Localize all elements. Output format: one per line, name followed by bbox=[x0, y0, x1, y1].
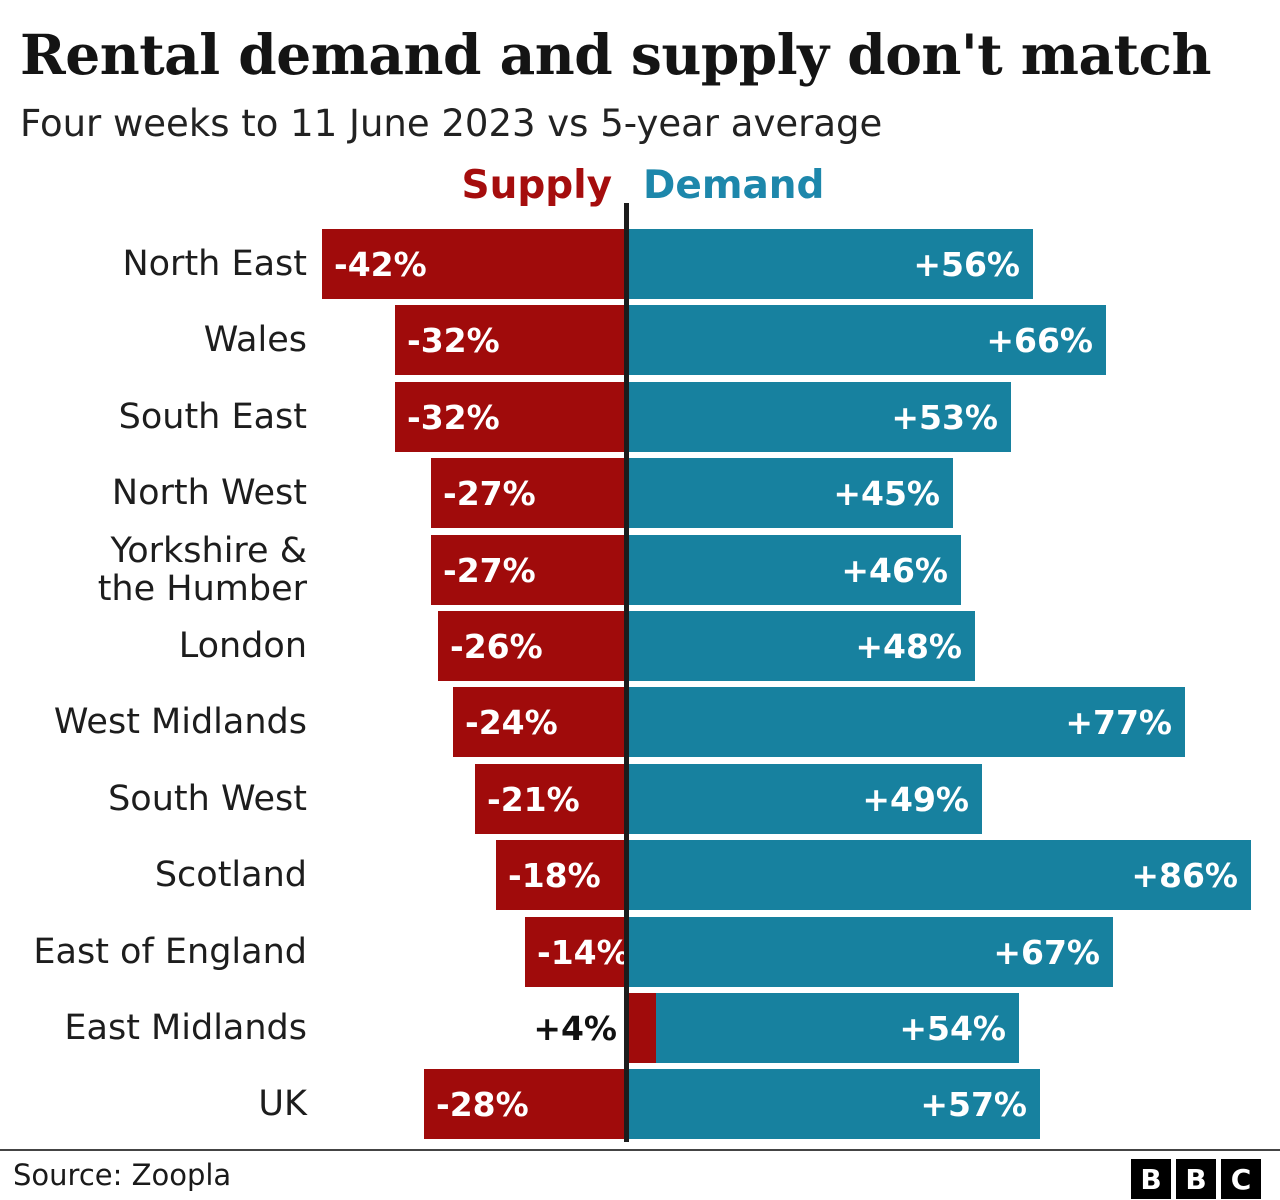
demand-bar: +77% bbox=[627, 687, 1185, 757]
bar-row: South East +53% -32% bbox=[0, 382, 1280, 452]
region-label: South East bbox=[118, 397, 307, 437]
bar-row: UK +57% -28% bbox=[0, 1069, 1280, 1139]
region-label: Wales bbox=[203, 320, 307, 360]
region-label: North East bbox=[122, 244, 307, 284]
demand-value-label: +67% bbox=[993, 932, 1100, 972]
demand-value-label: +45% bbox=[833, 473, 940, 513]
demand-value-label: +49% bbox=[862, 779, 969, 819]
source-label: Source: Zoopla bbox=[13, 1158, 232, 1192]
demand-value-label: +53% bbox=[891, 397, 998, 437]
supply-value-label: -18% bbox=[508, 855, 601, 895]
supply-value-label: -42% bbox=[334, 244, 427, 284]
bar-row: East of England +67% -14% bbox=[0, 917, 1280, 987]
demand-value-label: +54% bbox=[899, 1008, 1006, 1048]
supply-bar: -26% bbox=[438, 611, 627, 681]
region-label: East Midlands bbox=[64, 1008, 307, 1048]
demand-bar: +53% bbox=[627, 382, 1011, 452]
supply-bar: -27% bbox=[431, 535, 627, 605]
bar-row: East Midlands +54% +4% bbox=[0, 993, 1280, 1063]
demand-bar: +56% bbox=[627, 229, 1033, 299]
bar-row: London +48% -26% bbox=[0, 611, 1280, 681]
bbc-logo-block-1: B bbox=[1131, 1159, 1171, 1199]
demand-value-label: +56% bbox=[913, 244, 1020, 284]
supply-bar: -27% bbox=[431, 458, 627, 528]
demand-value-label: +57% bbox=[920, 1084, 1027, 1124]
bar-row: West Midlands +77% -24% bbox=[0, 687, 1280, 757]
chart-subtitle: Four weeks to 11 June 2023 vs 5-year ave… bbox=[20, 102, 883, 145]
supply-value-label: -32% bbox=[407, 320, 500, 360]
region-label: Yorkshire & the Humber bbox=[97, 531, 307, 609]
demand-value-label: +86% bbox=[1131, 855, 1238, 895]
legend-demand-label: Demand bbox=[643, 163, 825, 208]
region-label: London bbox=[178, 626, 307, 666]
supply-bar: -42% bbox=[322, 229, 627, 299]
supply-value-label: -28% bbox=[436, 1084, 529, 1124]
supply-bar: -28% bbox=[424, 1069, 627, 1139]
supply-bar bbox=[627, 993, 656, 1063]
supply-value-label: -26% bbox=[450, 626, 543, 666]
supply-value-label: +4% bbox=[533, 1008, 617, 1048]
supply-bar: -24% bbox=[453, 687, 627, 757]
region-label: South West bbox=[108, 779, 307, 819]
supply-value-label: -32% bbox=[407, 397, 500, 437]
footer-divider bbox=[0, 1149, 1280, 1151]
demand-bar: +86% bbox=[627, 840, 1251, 910]
region-label: East of England bbox=[33, 932, 307, 972]
chart-title: Rental demand and supply don't match bbox=[20, 22, 1211, 87]
demand-value-label: +77% bbox=[1065, 702, 1172, 742]
bar-row: Scotland +86% -18% bbox=[0, 840, 1280, 910]
demand-value-label: +48% bbox=[855, 626, 962, 666]
region-label: UK bbox=[258, 1084, 307, 1124]
demand-bar: +45% bbox=[627, 458, 953, 528]
supply-value-label: -24% bbox=[465, 702, 558, 742]
supply-bar: -14% bbox=[525, 917, 630, 987]
demand-bar: +54% bbox=[627, 993, 1019, 1063]
legend-supply-label: Supply bbox=[461, 163, 612, 208]
bar-row: North East +56% -42% bbox=[0, 229, 1280, 299]
bbc-logo-block-2: B bbox=[1176, 1159, 1216, 1199]
supply-value-label: -27% bbox=[443, 550, 536, 590]
demand-bar: +49% bbox=[627, 764, 982, 834]
bbc-logo-letter-1: B bbox=[1140, 1162, 1162, 1196]
bar-row: South West +49% -21% bbox=[0, 764, 1280, 834]
demand-bar: +48% bbox=[627, 611, 975, 681]
bbc-logo: B B C bbox=[1131, 1159, 1261, 1199]
supply-bar: -32% bbox=[395, 382, 627, 452]
supply-bar: -18% bbox=[496, 840, 627, 910]
region-label: West Midlands bbox=[53, 702, 307, 742]
bbc-logo-block-3: C bbox=[1221, 1159, 1261, 1199]
bbc-logo-letter-3: C bbox=[1230, 1162, 1252, 1196]
bar-row: Wales +66% -32% bbox=[0, 305, 1280, 375]
supply-value-label: -21% bbox=[487, 779, 580, 819]
demand-bar: +66% bbox=[627, 305, 1106, 375]
supply-bar: -21% bbox=[475, 764, 627, 834]
demand-value-label: +66% bbox=[986, 320, 1093, 360]
demand-value-label: +46% bbox=[841, 550, 948, 590]
demand-bar: +57% bbox=[627, 1069, 1040, 1139]
bbc-logo-letter-2: B bbox=[1185, 1162, 1207, 1196]
demand-bar: +46% bbox=[627, 535, 961, 605]
demand-bar: +67% bbox=[627, 917, 1113, 987]
bar-row: North West +45% -27% bbox=[0, 458, 1280, 528]
region-label: Scotland bbox=[154, 855, 307, 895]
supply-value-label: -27% bbox=[443, 473, 536, 513]
supply-bar: -32% bbox=[395, 305, 627, 375]
bar-row: Yorkshire & the Humber +46% -27% bbox=[0, 531, 1280, 609]
supply-value-label: -14% bbox=[537, 932, 630, 972]
region-label: North West bbox=[111, 473, 307, 513]
zero-axis-line bbox=[624, 203, 629, 1142]
